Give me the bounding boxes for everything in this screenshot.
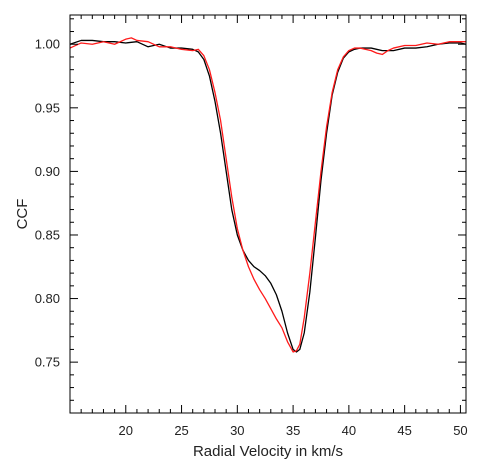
series-line-2 xyxy=(69,37,466,353)
x-tick-label: 20 xyxy=(119,423,133,438)
x-tick-label: 35 xyxy=(286,423,300,438)
series-layer xyxy=(69,37,467,353)
x-tick-label: 40 xyxy=(342,423,356,438)
plot-frame xyxy=(69,14,467,414)
y-tick-label: 0.85 xyxy=(35,227,60,242)
x-axis-ticks: 20 25 30 35 40 45 50 xyxy=(69,15,468,438)
y-tick-label: 0.95 xyxy=(35,100,60,115)
y-axis-ticks: 0.75 0.80 0.85 0.90 0.95 1.00 xyxy=(35,18,466,414)
y-tick-label: 0.80 xyxy=(35,291,60,306)
y-tick-label: 1.00 xyxy=(35,37,60,52)
y-tick-label: 0.75 xyxy=(35,355,60,370)
y-tick-label: 0.90 xyxy=(35,164,60,179)
x-tick-label: 25 xyxy=(174,423,188,438)
x-axis-label: Radial Velocity in km/s xyxy=(193,443,343,460)
x-tick-label: 50 xyxy=(453,423,467,438)
x-tick-label: 45 xyxy=(397,423,411,438)
y-axis-label: CCF xyxy=(14,199,31,230)
x-tick-label: 30 xyxy=(230,423,244,438)
